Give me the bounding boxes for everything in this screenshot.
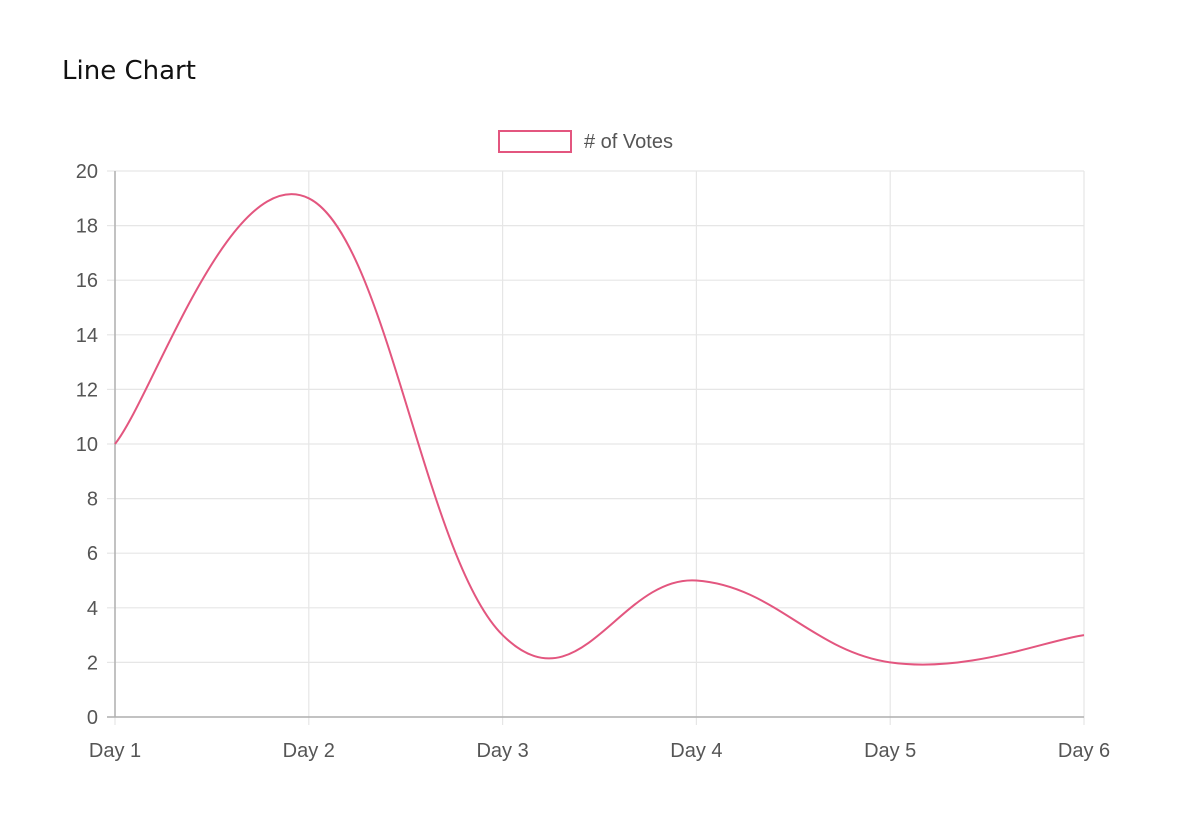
tick-labels: 0 2 4 6 8 10 12 14 16 18 20 Day 1 Day 2 Day 3 Day 4 Day… <box>76 161 1110 762</box>
page-title: Line Chart <box>62 56 196 86</box>
y-tick-label: 8 <box>87 489 98 511</box>
legend-label[interactable]: # of Votes <box>584 131 673 153</box>
x-tick-label: Day 2 <box>283 740 335 762</box>
y-tick-label: 16 <box>76 270 98 292</box>
y-tick-label: 10 <box>76 434 98 456</box>
series-layer <box>112 193 1087 666</box>
y-tick-label: 4 <box>87 598 98 620</box>
y-tick-label: 0 <box>87 707 98 729</box>
legend-swatch[interactable] <box>498 130 572 153</box>
data-point[interactable] <box>112 441 118 447</box>
y-tick-label: 2 <box>87 652 98 674</box>
y-tick-label: 6 <box>87 543 98 565</box>
data-point[interactable] <box>1081 632 1087 638</box>
data-point[interactable] <box>306 195 312 201</box>
y-tick-label: 18 <box>76 216 98 238</box>
x-tick-label: Day 3 <box>476 740 528 762</box>
x-tick-label: Day 1 <box>89 740 141 762</box>
legend[interactable]: # of Votes <box>498 130 673 153</box>
data-point[interactable] <box>693 578 699 584</box>
data-point[interactable] <box>500 632 506 638</box>
x-tick-label: Day 6 <box>1058 740 1110 762</box>
y-tick-label: 12 <box>76 379 98 401</box>
series-line[interactable] <box>114 193 1085 666</box>
x-tick-label: Day 5 <box>864 740 916 762</box>
y-tick-label: 14 <box>76 325 98 347</box>
x-tick-label: Day 4 <box>670 740 722 762</box>
grid-lines <box>107 170 1085 725</box>
data-point[interactable] <box>887 659 893 665</box>
y-tick-label: 20 <box>76 161 98 183</box>
